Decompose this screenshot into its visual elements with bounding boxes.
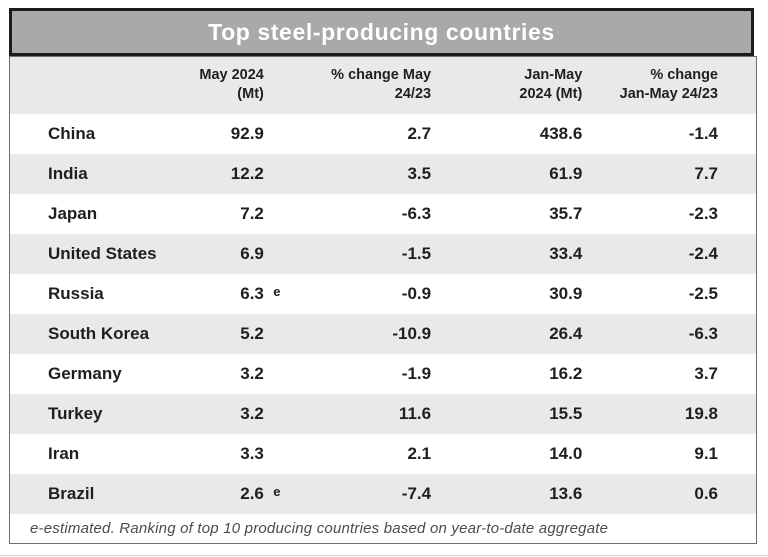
header-line: % change May bbox=[331, 67, 432, 84]
country-name: Germany bbox=[9, 353, 188, 394]
table-row-brazil: Brazil 2.6 e -7.4 13.6 0.6 bbox=[9, 473, 757, 514]
table-row-united-states: United States 6.9 -1.5 33.4 -2.4 bbox=[9, 233, 757, 274]
may-2024-cell: 3.2 bbox=[187, 353, 300, 394]
may-2024-cell: 3.3 bbox=[187, 433, 300, 474]
estimated-flag: e bbox=[273, 283, 281, 299]
country-name: India bbox=[9, 153, 188, 194]
value-text: 3.2 bbox=[240, 363, 264, 383]
figure-container: Top steel-producing countries May 2024 (… bbox=[9, 8, 757, 544]
table-row-germany: Germany 3.2 -1.9 16.2 3.7 bbox=[9, 353, 757, 394]
value-text: 2.6 bbox=[240, 483, 264, 503]
value-text: 12.2 bbox=[230, 163, 264, 183]
country-name: China bbox=[9, 113, 188, 154]
pct-change-jan-may-cell: -2.5 bbox=[604, 273, 757, 314]
jan-may-cell: 16.2 bbox=[452, 353, 605, 394]
header-line: % change bbox=[650, 67, 718, 84]
header-line: Jan-May 24/23 bbox=[619, 86, 718, 103]
pct-change-jan-may-cell: 7.7 bbox=[604, 153, 757, 194]
value-text: 6.3 bbox=[240, 283, 264, 303]
country-name: Iran bbox=[9, 433, 188, 474]
table-row-south-korea: South Korea 5.2 -10.9 26.4 -6.3 bbox=[9, 313, 757, 354]
country-name: Russia bbox=[9, 273, 188, 314]
may-2024-cell: 7.2 bbox=[187, 193, 300, 234]
header-line: Jan-May bbox=[524, 67, 583, 84]
column-header-country bbox=[9, 56, 188, 114]
page-bottom-edge-line bbox=[0, 555, 768, 556]
may-2024-cell: 2.6 e bbox=[187, 473, 300, 514]
column-header-pct-change-jan-may: % change Jan-May 24/23 bbox=[604, 56, 757, 114]
pct-change-may-cell: 11.6 bbox=[299, 393, 453, 434]
may-2024-cell: 5.2 bbox=[187, 313, 300, 354]
pct-change-may-cell: -10.9 bbox=[299, 313, 453, 354]
jan-may-cell: 438.6 bbox=[452, 113, 605, 154]
jan-may-cell: 26.4 bbox=[452, 313, 605, 354]
jan-may-cell: 14.0 bbox=[452, 433, 605, 474]
value-text: 92.9 bbox=[230, 123, 264, 143]
pct-change-jan-may-cell: -2.3 bbox=[604, 193, 757, 234]
table-row-turkey: Turkey 3.2 11.6 15.5 19.8 bbox=[9, 393, 757, 434]
country-name: Brazil bbox=[9, 473, 188, 514]
may-2024-cell: 6.3 e bbox=[187, 273, 300, 314]
page-title: Top steel-producing countries bbox=[208, 18, 555, 45]
jan-may-cell: 30.9 bbox=[452, 273, 605, 314]
country-name: United States bbox=[9, 233, 188, 274]
table-row-india: India 12.2 3.5 61.9 7.7 bbox=[9, 153, 757, 194]
pct-change-jan-may-cell: 0.6 bbox=[604, 473, 757, 514]
pct-change-jan-may-cell: -6.3 bbox=[604, 313, 757, 354]
table-row-japan: Japan 7.2 -6.3 35.7 -2.3 bbox=[9, 193, 757, 234]
value-text: 3.2 bbox=[240, 403, 264, 423]
value-text: 5.2 bbox=[240, 323, 264, 343]
column-header-pct-change-may: % change May 24/23 bbox=[299, 56, 453, 114]
pct-change-jan-may-cell: -2.4 bbox=[604, 233, 757, 274]
may-2024-cell: 3.2 bbox=[187, 393, 300, 434]
steel-production-table: May 2024 (Mt) % change May 24/23 Jan-May… bbox=[9, 56, 757, 544]
jan-may-cell: 35.7 bbox=[452, 193, 605, 234]
pct-change-may-cell: 2.1 bbox=[299, 433, 453, 474]
pct-change-may-cell: -0.9 bbox=[299, 273, 453, 314]
table-row-iran: Iran 3.3 2.1 14.0 9.1 bbox=[9, 433, 757, 474]
pct-change-may-cell: -1.5 bbox=[299, 233, 453, 274]
header-line: (Mt) bbox=[237, 86, 264, 103]
estimated-flag: e bbox=[273, 483, 281, 499]
column-header-jan-may-2024: Jan-May 2024 (Mt) bbox=[452, 56, 605, 114]
value-text: 7.2 bbox=[240, 203, 264, 223]
value-text: 3.3 bbox=[240, 443, 264, 463]
country-name: South Korea bbox=[9, 313, 188, 354]
column-header-may-2024: May 2024 (Mt) bbox=[187, 56, 300, 114]
header-row: May 2024 (Mt) % change May 24/23 Jan-May… bbox=[9, 56, 757, 114]
may-2024-cell: 6.9 bbox=[187, 233, 300, 274]
title-bar: Top steel-producing countries bbox=[9, 8, 754, 56]
pct-change-jan-may-cell: 19.8 bbox=[604, 393, 757, 434]
jan-may-cell: 33.4 bbox=[452, 233, 605, 274]
footnote-row: e-estimated. Ranking of top 10 producing… bbox=[9, 513, 757, 544]
country-name: Japan bbox=[9, 193, 188, 234]
jan-may-cell: 13.6 bbox=[452, 473, 605, 514]
pct-change-may-cell: -1.9 bbox=[299, 353, 453, 394]
table-row-china: China 92.9 2.7 438.6 -1.4 bbox=[9, 113, 757, 154]
country-name: Turkey bbox=[9, 393, 188, 434]
pct-change-may-cell: 2.7 bbox=[299, 113, 453, 154]
pct-change-jan-may-cell: -1.4 bbox=[604, 113, 757, 154]
pct-change-jan-may-cell: 3.7 bbox=[604, 353, 757, 394]
footnote-text: e-estimated. Ranking of top 10 producing… bbox=[9, 513, 757, 544]
header-line: 2024 (Mt) bbox=[519, 86, 583, 103]
value-text: 6.9 bbox=[240, 243, 264, 263]
header-line: May 2024 bbox=[199, 67, 264, 84]
pct-change-may-cell: -6.3 bbox=[299, 193, 453, 234]
pct-change-may-cell: 3.5 bbox=[299, 153, 453, 194]
table-row-russia: Russia 6.3 e -0.9 30.9 -2.5 bbox=[9, 273, 757, 314]
may-2024-cell: 12.2 bbox=[187, 153, 300, 194]
jan-may-cell: 61.9 bbox=[452, 153, 605, 194]
may-2024-cell: 92.9 bbox=[187, 113, 300, 154]
jan-may-cell: 15.5 bbox=[452, 393, 605, 434]
pct-change-may-cell: -7.4 bbox=[299, 473, 453, 514]
pct-change-jan-may-cell: 9.1 bbox=[604, 433, 757, 474]
header-line: 24/23 bbox=[394, 86, 432, 103]
